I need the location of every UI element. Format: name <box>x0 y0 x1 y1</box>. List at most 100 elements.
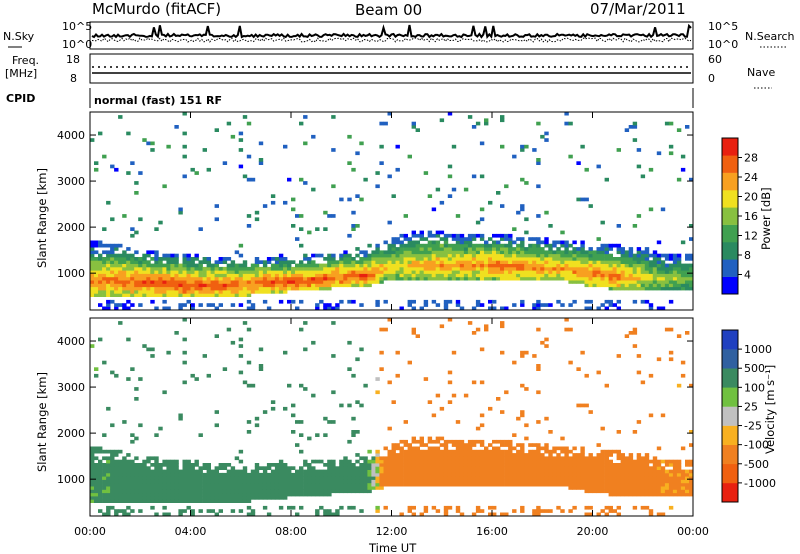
power-cell <box>335 263 340 268</box>
velocity-cell <box>98 492 103 497</box>
power-cell <box>685 253 690 258</box>
velocity-cell <box>90 486 95 490</box>
velocity-cell <box>572 482 577 487</box>
power-cell <box>250 263 256 268</box>
velocity-cell <box>367 476 372 480</box>
velocity-cell <box>162 463 167 467</box>
velocity-cell <box>528 453 533 457</box>
velocity-cell <box>130 459 135 464</box>
power-cell <box>270 283 276 288</box>
velocity-cell <box>584 512 589 517</box>
power-cell <box>600 260 605 264</box>
power-cell <box>110 257 115 261</box>
velocity-cell <box>246 492 252 497</box>
velocity-cell <box>315 459 320 464</box>
velocity-cell <box>488 463 493 467</box>
power-cell <box>335 260 340 264</box>
velocity-cell <box>407 456 412 461</box>
power-cell <box>367 253 372 258</box>
xtick-label: 08:00 <box>275 525 307 538</box>
velocity-cell <box>403 456 408 461</box>
power-cell <box>90 240 95 245</box>
velocity-cell <box>564 327 569 332</box>
power-cell <box>166 306 171 311</box>
velocity-cell <box>516 466 521 470</box>
power-cell <box>198 290 203 294</box>
power-cell <box>266 266 272 271</box>
power-cell <box>640 299 646 304</box>
velocity-cell <box>154 499 159 503</box>
power-cell <box>162 184 167 189</box>
velocity-cell <box>664 469 670 474</box>
velocity-cell <box>548 469 553 474</box>
power-cell <box>455 214 461 218</box>
velocity-cell <box>528 482 533 487</box>
velocity-cell <box>664 476 670 480</box>
velocity-cell <box>90 489 95 494</box>
velocity-cell <box>90 479 95 484</box>
velocity-cell <box>218 482 223 487</box>
power-cell <box>471 257 477 261</box>
power-cell <box>311 260 316 264</box>
velocity-cell <box>479 479 485 484</box>
power-cell <box>130 273 135 278</box>
power-cell <box>584 273 589 278</box>
velocity-cell <box>258 489 264 494</box>
freq-unit-label: [MHz] <box>5 67 37 80</box>
power-cell <box>628 253 634 258</box>
velocity-cell <box>640 492 646 497</box>
velocity-cell <box>600 509 605 513</box>
power-cell <box>299 227 304 231</box>
power-cell <box>291 286 296 291</box>
velocity-cell <box>270 486 276 490</box>
power-cell <box>459 273 465 278</box>
power-cell <box>520 144 525 149</box>
power-cell <box>170 266 175 271</box>
velocity-cell <box>467 439 473 444</box>
power-cell <box>150 257 155 261</box>
velocity-cell <box>254 496 260 500</box>
power-cell <box>110 270 115 274</box>
velocity-cell <box>536 459 541 464</box>
velocity-cell <box>580 463 585 467</box>
velocity-cell <box>532 469 537 474</box>
velocity-cell <box>427 482 433 487</box>
power-cell <box>162 266 167 271</box>
power-cell <box>592 283 597 288</box>
velocity-cell <box>568 463 573 467</box>
power-cell <box>331 214 336 218</box>
velocity-colorbar-cell <box>722 425 738 445</box>
velocity-cell <box>689 383 694 388</box>
velocity-cell <box>347 367 352 371</box>
power-cell <box>423 253 429 258</box>
power-cell <box>668 253 674 258</box>
velocity-cell <box>500 321 505 325</box>
power-cell <box>443 260 449 264</box>
power-cell <box>327 303 332 307</box>
velocity-cell <box>508 466 513 470</box>
power-cell <box>234 276 240 281</box>
velocity-cell <box>170 486 175 490</box>
power-cell <box>471 233 477 238</box>
power-cell <box>508 270 513 274</box>
velocity-cell <box>351 463 356 467</box>
power-cell <box>379 161 384 165</box>
velocity-cell <box>584 482 589 487</box>
power-cell <box>648 306 654 311</box>
power-cell <box>214 128 219 132</box>
power-cell <box>672 260 678 264</box>
velocity-cell <box>640 489 646 494</box>
power-cell <box>660 286 666 291</box>
velocity-cell <box>138 466 143 470</box>
velocity-cell <box>190 463 195 467</box>
velocity-cell <box>536 476 541 480</box>
velocity-cell <box>150 482 155 487</box>
power-cell <box>439 266 445 271</box>
power-cell <box>166 263 171 268</box>
velocity-cell <box>291 482 296 487</box>
velocity-cell <box>347 439 352 444</box>
velocity-cell <box>616 472 621 477</box>
velocity-cell <box>435 453 441 457</box>
power-cell <box>331 276 336 281</box>
